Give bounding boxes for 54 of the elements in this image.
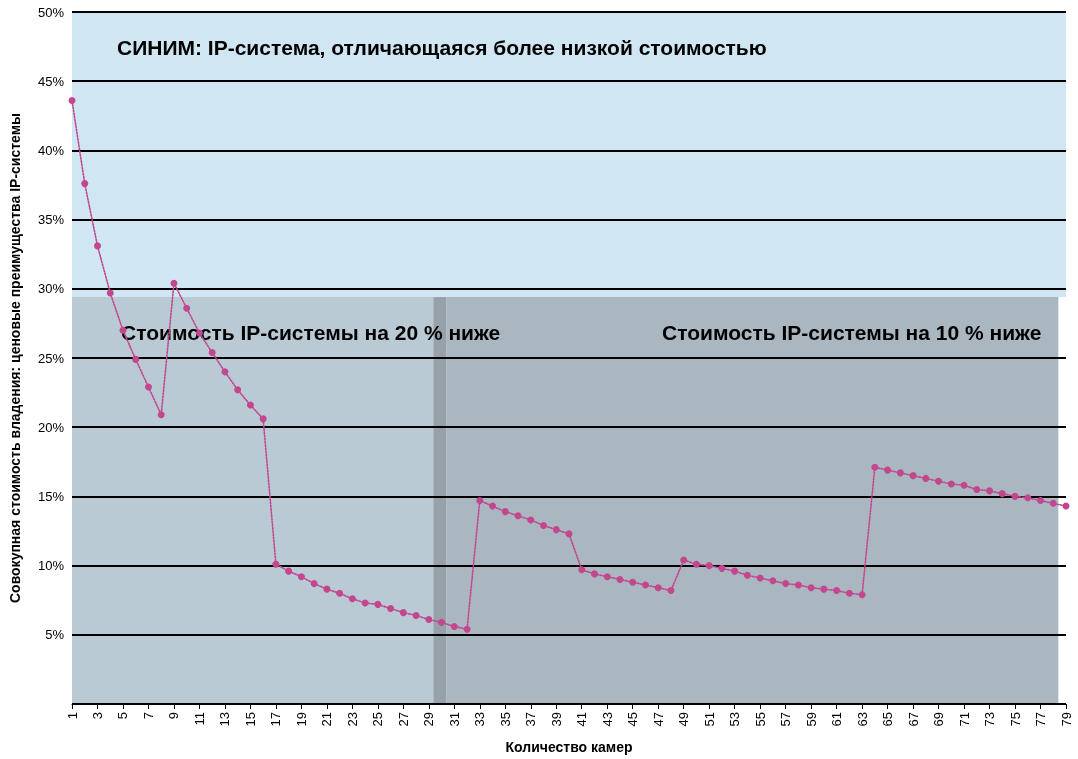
x-tick-label: 59: [803, 712, 819, 727]
x-tick-label: 55: [752, 712, 768, 727]
x-tick-label: 79: [1058, 712, 1074, 727]
y-tick-label: 25%: [37, 350, 65, 366]
y-axis-title: Совокупная стоимость владения: ценовые преимущества IP-системы: [7, 112, 23, 604]
x-tick-label: 31: [446, 712, 462, 727]
x-axis-title: Количество камер: [505, 739, 633, 755]
y-tick-label: 20%: [37, 419, 65, 435]
x-tick-label: 39: [548, 712, 564, 727]
x-tick-label: 35: [497, 712, 513, 727]
x-tick-label: 5: [115, 712, 131, 720]
x-tick-label: 7: [140, 712, 156, 720]
x-tick-label: 23: [344, 712, 360, 727]
x-tick-label: 71: [956, 712, 972, 727]
y-tick-label: 40%: [37, 142, 65, 158]
x-tick-label: 45: [625, 712, 641, 727]
x-tick-label: 61: [829, 712, 845, 727]
y-tick-label: 35%: [37, 212, 65, 228]
x-tick-label: 69: [931, 712, 947, 727]
y-tick-label: 5%: [45, 627, 65, 643]
x-tick-label: 27: [395, 712, 411, 727]
y-tick-label: 15%: [37, 488, 65, 504]
x-tick-label: 63: [854, 712, 870, 727]
y-tick-label: 45%: [37, 73, 65, 89]
x-tick-label: 9: [166, 712, 182, 720]
x-tick-label: 47: [650, 712, 666, 727]
x-tick-label: 19: [293, 712, 309, 727]
x-tick-label: 49: [676, 712, 692, 727]
x-tick-label: 37: [523, 712, 539, 727]
y-tick-label: 10%: [37, 558, 65, 574]
x-tick-label: 57: [778, 712, 794, 727]
y-tick-label: 50%: [37, 4, 65, 20]
x-tick-label: 51: [701, 712, 717, 727]
x-tick-label: 29: [421, 712, 437, 727]
x-tick-label: 25: [370, 712, 386, 727]
x-tick-label: 1: [64, 712, 80, 720]
x-tick-label: 73: [982, 712, 998, 727]
y-tick-label: 30%: [37, 281, 65, 297]
x-tick-label: 67: [905, 712, 921, 727]
band-label: Стоимость IP-системы на 10 % ниже: [662, 321, 1042, 345]
x-tick-label: 17: [268, 712, 284, 727]
x-tick-label: 33: [472, 712, 488, 727]
x-tick-label: 75: [1007, 712, 1023, 727]
x-tick-label: 11: [191, 712, 207, 726]
x-tick-label: 65: [880, 712, 896, 727]
x-tick-label: 3: [89, 712, 105, 720]
x-tick-label: 15: [242, 712, 258, 727]
x-tick-label: 21: [319, 712, 335, 727]
band-label: СИНИМ: IP-система, отличающаяся более низкой стоимостью: [117, 36, 767, 59]
x-tick-label: 77: [1033, 712, 1049, 727]
x-tick-label: 13: [217, 712, 233, 727]
x-tick-label: 41: [574, 712, 590, 727]
x-tick-label: 43: [599, 712, 615, 727]
x-tick-label: 53: [727, 712, 743, 727]
